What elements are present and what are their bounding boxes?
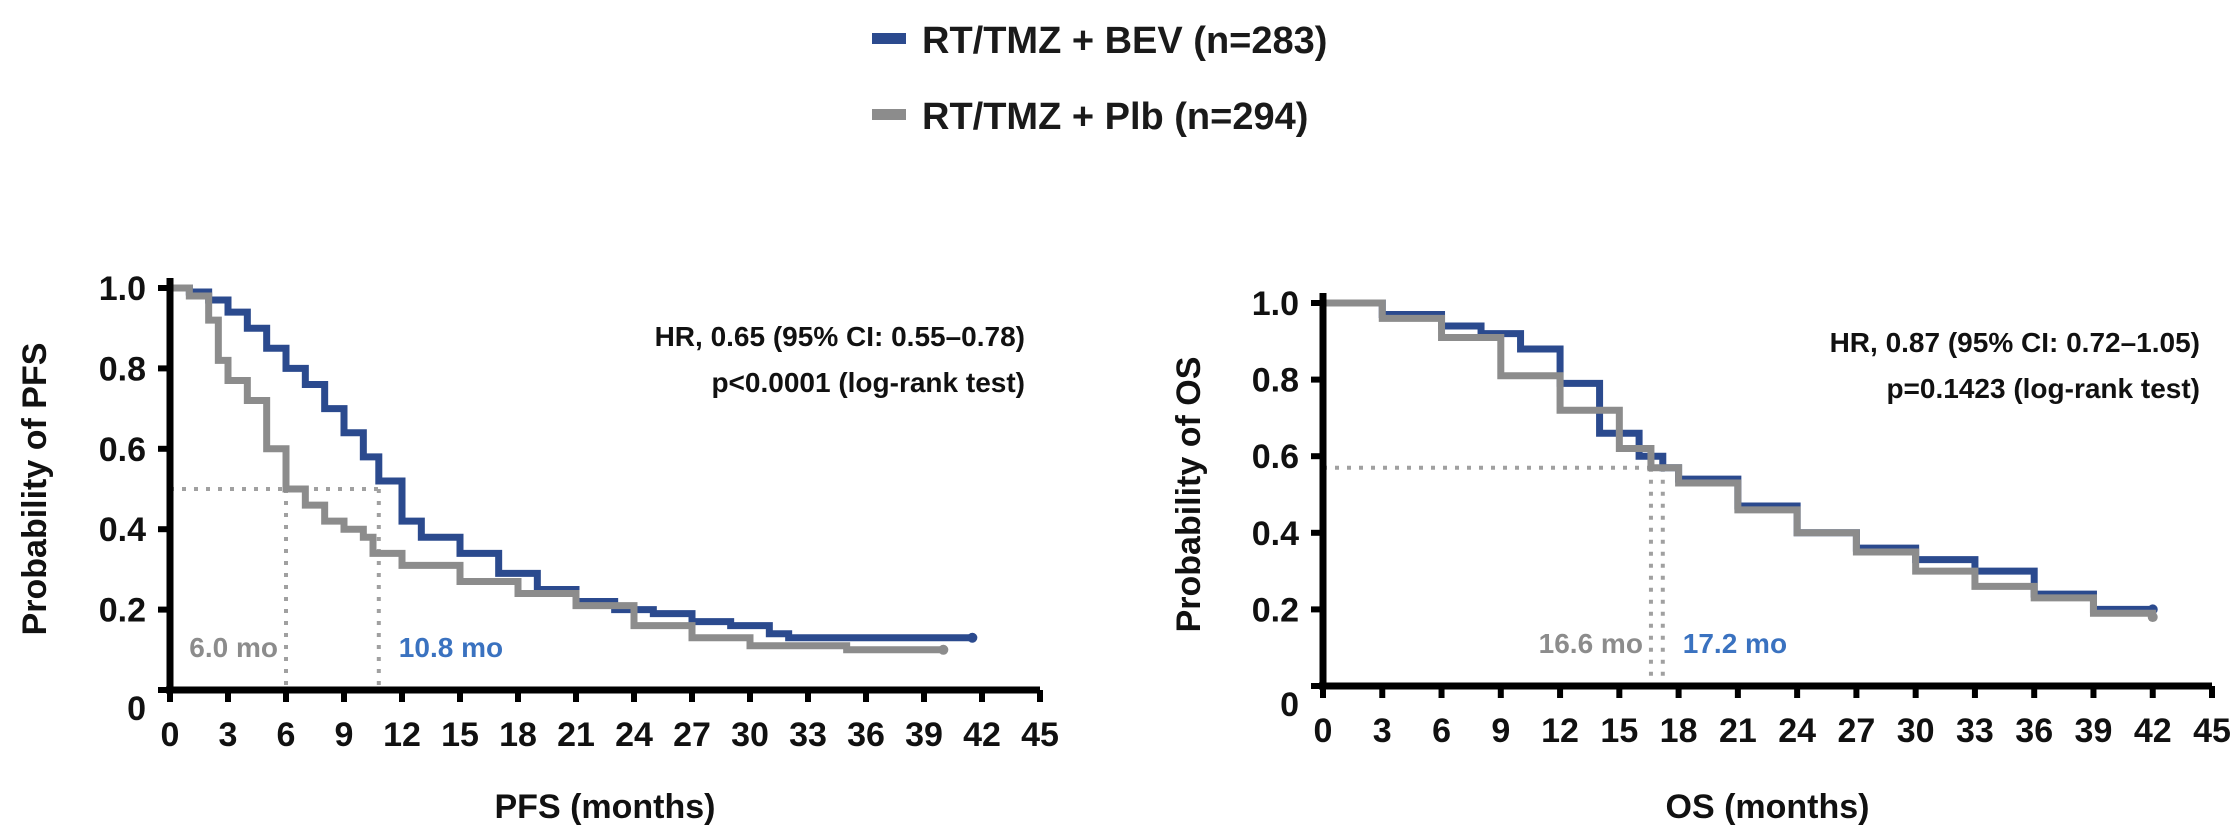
x-tick-label: 9: [335, 716, 354, 754]
x-tick-label: 9: [1491, 712, 1510, 750]
y-tick-label: 1.0: [99, 270, 146, 308]
km-curve-end-bev: [967, 632, 978, 643]
median-label: 6.0 mo: [189, 632, 278, 663]
x-tick-label: 42: [963, 716, 1001, 754]
x-tick-label: 3: [219, 716, 238, 754]
x-tick-label: 36: [2015, 712, 2053, 750]
km-curve-end-plb: [938, 644, 949, 655]
x-tick-label: 21: [1719, 712, 1757, 750]
y-tick-label: 0.6: [1252, 438, 1299, 476]
x-tick-label: 33: [1956, 712, 1994, 750]
y-axis-title: Probability of OS: [1170, 357, 1208, 633]
km-curve-plb: [170, 284, 944, 654]
y-tick-label: 1.0: [1252, 285, 1299, 323]
x-tick-label: 15: [441, 716, 479, 754]
median-label: 10.8 mo: [399, 632, 503, 663]
y-tick-label: 0.6: [99, 431, 146, 469]
x-tick-label: 24: [1778, 712, 1816, 750]
stats-annotation: HR, 0.87 (95% CI: 0.72–1.05): [1830, 327, 2200, 358]
km-curve-bev: [170, 284, 973, 642]
x-tick-label: 27: [1837, 712, 1875, 750]
x-tick-label: 12: [1541, 712, 1579, 750]
km-curve-plb: [1323, 299, 2157, 618]
legend-item-bev: RT/TMZ + BEV (n=283): [872, 20, 1327, 62]
x-tick-label: 42: [2134, 712, 2172, 750]
x-axis-title: PFS (months): [495, 788, 716, 826]
km-curve-end-plb: [2147, 612, 2158, 623]
median-label: 16.6 mo: [1539, 628, 1643, 659]
median-label: 17.2 mo: [1683, 628, 1787, 659]
x-tick-label: 21: [557, 716, 595, 754]
y-axis-title: Probability of PFS: [16, 343, 54, 636]
x-tick-label: 39: [2075, 712, 2113, 750]
os-chart: 0 3 6 9 12 15 18 21 24 27 30 33 36 39 42 4500.20.40.60.…: [1170, 285, 2231, 826]
y-tick-label: 0.2: [1252, 591, 1299, 629]
x-tick-label: 27: [673, 716, 711, 754]
x-tick-label: 30: [1897, 712, 1935, 750]
legend-swatch-bev: [872, 33, 906, 44]
x-tick-label: 39: [905, 716, 943, 754]
x-tick-label: 24: [615, 716, 653, 754]
y-tick-label: 0.8: [1252, 362, 1299, 400]
x-tick-label: 3: [1373, 712, 1392, 750]
legend-item-plb: RT/TMZ + Plb (n=294): [872, 96, 1308, 138]
y-tick-label: 0.2: [99, 592, 146, 630]
x-tick-label: 33: [789, 716, 827, 754]
x-axis-title: OS (months): [1666, 788, 1870, 826]
legend: RT/TMZ + BEV (n=283) RT/TMZ + Plb (n=294…: [872, 20, 1327, 138]
x-tick-label: 15: [1600, 712, 1638, 750]
stats-annotation: HR, 0.65 (95% CI: 0.55–0.78): [655, 321, 1025, 352]
y-tick-label: 0.8: [99, 350, 146, 388]
x-tick-label: 6: [1432, 712, 1451, 750]
y-tick-label: 0: [1280, 686, 1299, 724]
legend-label-bev: RT/TMZ + BEV (n=283): [922, 20, 1327, 62]
legend-label-plb: RT/TMZ + Plb (n=294): [922, 96, 1308, 138]
x-tick-label: 45: [2193, 712, 2231, 750]
x-tick-label: 0: [161, 716, 180, 754]
x-tick-label: 36: [847, 716, 885, 754]
x-tick-label: 18: [499, 716, 537, 754]
x-tick-label: 12: [383, 716, 421, 754]
pfs-chart: 0 3 6 9 12 15 18 21 24 27 30 33 36 39 42 4500.20.40.60.…: [16, 270, 1059, 826]
x-tick-label: 6: [277, 716, 296, 754]
x-tick-label: 18: [1660, 712, 1698, 750]
y-tick-label: 0: [127, 690, 146, 728]
y-tick-label: 0.4: [99, 511, 146, 549]
x-tick-label: 30: [731, 716, 769, 754]
y-tick-label: 0.4: [1252, 515, 1299, 553]
stats-annotation: p=0.1423 (log-rank test): [1886, 373, 2200, 404]
x-tick-label: 45: [1021, 716, 1059, 754]
stats-annotation: p<0.0001 (log-rank test): [711, 367, 1025, 398]
legend-swatch-plb: [872, 109, 906, 120]
x-tick-label: 0: [1314, 712, 1333, 750]
